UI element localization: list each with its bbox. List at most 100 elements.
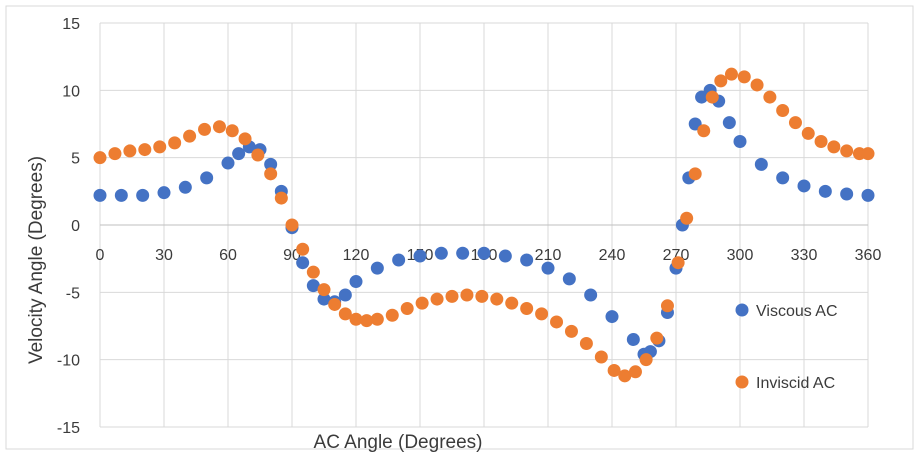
x-tick-label: 300 <box>727 247 754 264</box>
data-point <box>136 188 150 202</box>
data-point <box>392 253 406 267</box>
x-axis-title: AC Angle (Degrees) <box>314 432 483 453</box>
data-point <box>400 301 414 315</box>
data-point <box>594 350 608 364</box>
data-point <box>306 279 320 293</box>
data-point <box>221 156 235 170</box>
data-point <box>671 256 685 270</box>
data-point <box>776 171 790 185</box>
y-axis-title: Velocity Angle (Degrees) <box>26 156 47 364</box>
data-point <box>607 363 621 377</box>
data-point <box>520 253 534 267</box>
data-point <box>415 296 429 310</box>
data-point <box>296 256 310 270</box>
data-point <box>763 90 777 104</box>
legend-marker <box>735 375 749 389</box>
chart-border <box>5 5 914 450</box>
data-point <box>801 126 815 140</box>
data-point <box>456 246 470 260</box>
data-point <box>285 218 299 232</box>
data-point <box>434 246 448 260</box>
data-point <box>264 157 278 171</box>
data-point <box>430 292 444 306</box>
data-point <box>490 292 504 306</box>
data-point <box>338 288 352 302</box>
data-point <box>579 337 593 351</box>
data-point <box>754 157 768 171</box>
data-point <box>562 272 576 286</box>
data-point <box>697 124 711 138</box>
data-point <box>360 314 374 328</box>
data-point <box>168 136 182 150</box>
data-point <box>178 180 192 194</box>
data-point <box>550 315 564 329</box>
data-point <box>626 332 640 346</box>
data-point <box>605 310 619 324</box>
data-point <box>840 187 854 201</box>
data-point <box>200 171 214 185</box>
x-tick-label: 210 <box>535 247 562 264</box>
data-point <box>317 292 331 306</box>
data-point <box>183 129 197 143</box>
data-point <box>818 184 832 198</box>
data-point <box>198 122 212 136</box>
data-point <box>639 353 653 367</box>
series-layer <box>93 67 875 383</box>
data-point <box>535 307 549 321</box>
data-point <box>413 249 427 263</box>
data-point <box>861 147 875 161</box>
data-point <box>157 186 171 200</box>
x-tick-label: 60 <box>219 247 237 264</box>
data-point <box>123 144 137 158</box>
data-point <box>750 78 764 92</box>
data-point <box>296 242 310 256</box>
data-point <box>477 246 491 260</box>
data-point <box>861 188 875 202</box>
x-tick-label: 30 <box>155 247 173 264</box>
data-point <box>660 299 674 313</box>
data-point <box>349 275 363 289</box>
data-point <box>251 148 265 162</box>
data-point <box>564 324 578 338</box>
data-point <box>138 143 152 157</box>
legend: Viscous AC Inviscid AC <box>735 303 838 392</box>
data-point <box>349 312 363 326</box>
y-tick-label: 5 <box>71 151 80 168</box>
data-point <box>733 135 747 149</box>
data-point <box>93 151 107 165</box>
data-point <box>264 167 278 181</box>
data-point <box>650 331 664 345</box>
y-tick-label: -10 <box>57 353 80 370</box>
data-point <box>797 179 811 193</box>
data-point <box>505 296 519 310</box>
data-point <box>212 120 226 134</box>
data-point <box>705 90 719 104</box>
series-inviscid-ac <box>93 67 875 383</box>
y-tick-label: -15 <box>57 420 80 437</box>
x-tick-label: 330 <box>791 247 818 264</box>
data-point <box>628 365 642 379</box>
y-tick-label: 15 <box>62 16 80 33</box>
data-point <box>680 211 694 225</box>
x-tick-label: 240 <box>599 247 626 264</box>
data-point <box>618 369 632 383</box>
data-point <box>584 288 598 302</box>
x-tick-label: 0 <box>96 247 105 264</box>
x-tick-label: 360 <box>855 247 882 264</box>
data-point <box>232 147 246 161</box>
data-point <box>737 70 751 84</box>
data-point <box>714 74 728 88</box>
data-point <box>788 116 802 130</box>
legend-label: Viscous AC <box>756 303 838 320</box>
y-tick-label: -5 <box>66 285 80 302</box>
y-tick-label: 0 <box>71 218 80 235</box>
data-point <box>814 135 828 149</box>
data-point <box>445 289 459 303</box>
data-point <box>498 249 512 263</box>
data-point <box>328 297 342 311</box>
data-point <box>840 144 854 158</box>
data-point <box>108 147 122 161</box>
data-point <box>370 261 384 275</box>
data-point <box>385 308 399 322</box>
